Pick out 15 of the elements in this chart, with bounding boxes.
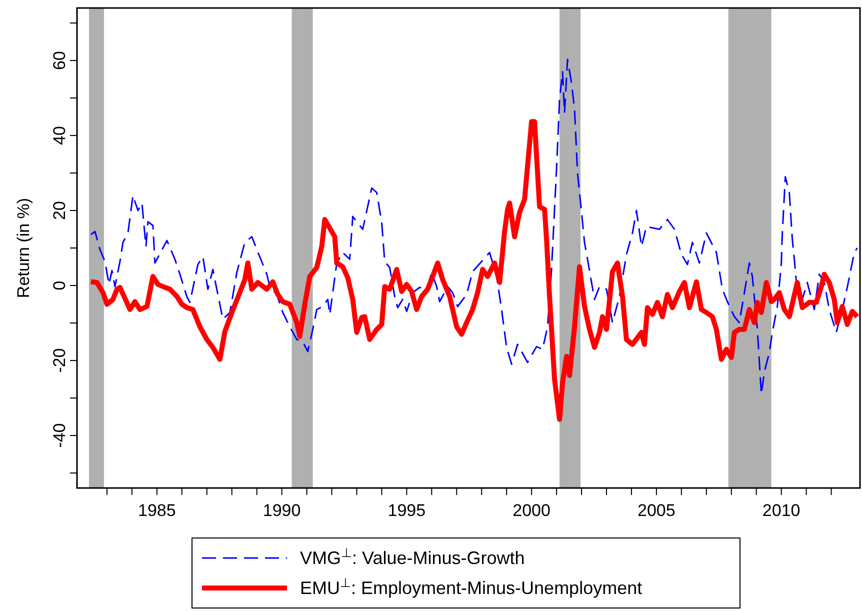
y-axis-title: Return (in %) [14, 198, 33, 298]
y-tick-label: -20 [50, 348, 69, 373]
x-tick-label: 1995 [388, 501, 426, 520]
y-tick-label: 20 [50, 201, 69, 220]
y-tick-label: 0 [50, 280, 69, 290]
y-tick-label: 60 [50, 51, 69, 70]
legend-label: VMG$^{⊥}$: Value-Minus-Growth [300, 546, 525, 568]
y-tick-label: 40 [50, 126, 69, 145]
y-tick-label: -40 [50, 423, 69, 448]
legend-label: EMU$^{⊥}$: Employment-Minus-Unemployment [300, 576, 642, 598]
x-tick-label: 2000 [512, 501, 550, 520]
x-tick-label: 2005 [638, 501, 676, 520]
x-tick-label: 1990 [262, 501, 301, 520]
x-tick-label: 1985 [138, 501, 176, 520]
x-tick-label: 2010 [762, 501, 800, 520]
